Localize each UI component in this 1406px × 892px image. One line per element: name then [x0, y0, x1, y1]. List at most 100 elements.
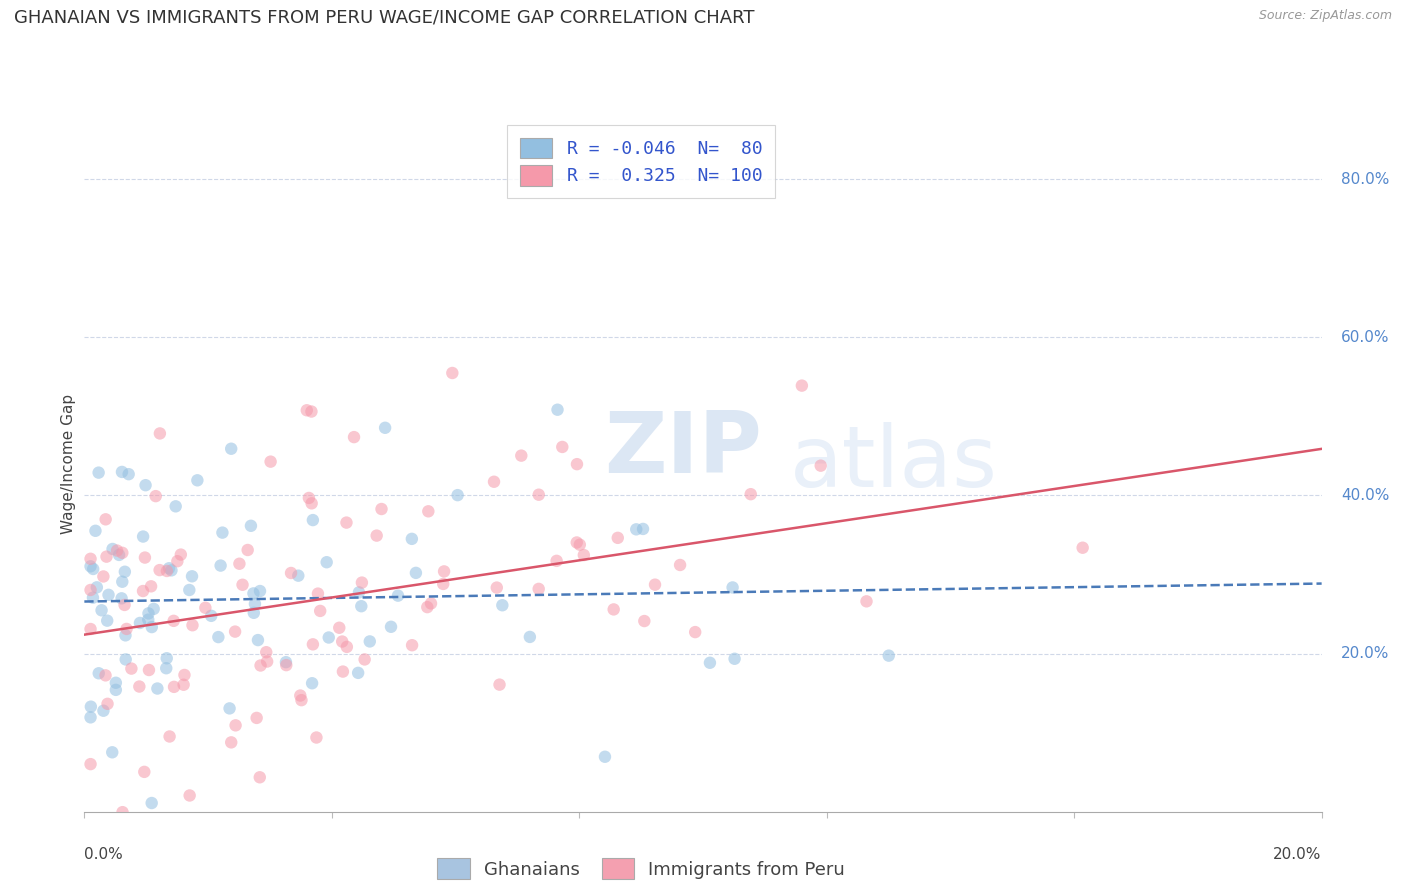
Ghanaians — [186, 473, 208, 487]
Immigrants from Peru — [225, 718, 247, 732]
Legend: Ghanaians, Immigrants from Peru: Ghanaians, Immigrants from Peru — [430, 851, 852, 886]
Immigrants from Peru — [132, 584, 155, 599]
Ghanaians — [118, 467, 141, 482]
Immigrants from Peru — [156, 564, 179, 578]
Immigrants from Peru — [228, 557, 250, 571]
Immigrants from Peru — [79, 551, 101, 566]
Ghanaians — [405, 566, 427, 580]
Immigrants from Peru — [433, 565, 456, 579]
Ghanaians — [401, 532, 423, 546]
Ghanaians — [165, 500, 187, 514]
Ghanaians — [207, 630, 229, 644]
Ghanaians — [87, 666, 110, 681]
Immigrants from Peru — [551, 440, 574, 454]
Immigrants from Peru — [416, 600, 439, 615]
Ghanaians — [141, 796, 163, 810]
Ghanaians — [141, 620, 163, 634]
Immigrants from Peru — [249, 658, 271, 673]
Ghanaians — [111, 574, 134, 589]
Ghanaians — [82, 562, 104, 576]
Immigrants from Peru — [111, 805, 134, 819]
Ghanaians — [246, 633, 269, 648]
Immigrants from Peru — [120, 662, 142, 676]
Immigrants from Peru — [96, 549, 118, 564]
Immigrants from Peru — [79, 622, 101, 636]
Immigrants from Peru — [790, 378, 813, 392]
Immigrants from Peru — [163, 680, 186, 694]
Ghanaians — [114, 652, 136, 666]
Immigrants from Peru — [510, 449, 533, 463]
Ghanaians — [547, 402, 569, 417]
Ghanaians — [108, 548, 131, 562]
Immigrants from Peru — [219, 735, 242, 749]
Immigrants from Peru — [138, 663, 160, 677]
Ghanaians — [387, 589, 409, 603]
Immigrants from Peru — [166, 554, 188, 568]
Text: 20.0%: 20.0% — [1274, 847, 1322, 863]
Ghanaians — [80, 699, 103, 714]
Ghanaians — [135, 478, 157, 492]
Ghanaians — [877, 648, 900, 663]
Ghanaians — [318, 631, 340, 645]
Immigrants from Peru — [565, 535, 588, 549]
Immigrants from Peru — [290, 693, 312, 707]
Text: atlas: atlas — [790, 422, 998, 506]
Immigrants from Peru — [336, 640, 359, 654]
Immigrants from Peru — [633, 614, 655, 628]
Ghanaians — [129, 615, 152, 630]
Ghanaians — [209, 558, 232, 573]
Ghanaians — [79, 559, 101, 574]
Text: 60.0%: 60.0% — [1341, 330, 1389, 345]
Ghanaians — [243, 597, 266, 611]
Immigrants from Peru — [128, 680, 150, 694]
Immigrants from Peru — [572, 548, 595, 562]
Immigrants from Peru — [332, 665, 354, 679]
Ghanaians — [136, 613, 159, 627]
Text: GHANAIAN VS IMMIGRANTS FROM PERU WAGE/INCOME GAP CORRELATION CHART: GHANAIAN VS IMMIGRANTS FROM PERU WAGE/IN… — [14, 9, 755, 27]
Text: 80.0%: 80.0% — [1341, 172, 1389, 186]
Immigrants from Peru — [105, 543, 128, 558]
Immigrants from Peru — [224, 624, 246, 639]
Immigrants from Peru — [194, 600, 217, 615]
Immigrants from Peru — [301, 496, 323, 510]
Ghanaians — [274, 655, 297, 669]
Immigrants from Peru — [149, 563, 172, 577]
Immigrants from Peru — [527, 488, 550, 502]
Immigrants from Peru — [298, 491, 321, 505]
Immigrants from Peru — [259, 455, 281, 469]
Immigrants from Peru — [1071, 541, 1094, 555]
Ghanaians — [249, 584, 271, 599]
Ghanaians — [179, 582, 201, 597]
Ghanaians — [146, 681, 169, 696]
Ghanaians — [631, 522, 654, 536]
Ghanaians — [721, 581, 744, 595]
Ghanaians — [82, 591, 104, 605]
Immigrants from Peru — [488, 678, 510, 692]
Ghanaians — [626, 522, 648, 536]
Ghanaians — [93, 704, 115, 718]
Text: 0.0%: 0.0% — [84, 847, 124, 863]
Immigrants from Peru — [170, 548, 193, 562]
Immigrants from Peru — [181, 618, 204, 632]
Ghanaians — [347, 665, 370, 680]
Immigrants from Peru — [669, 558, 692, 572]
Immigrants from Peru — [740, 487, 762, 501]
Immigrants from Peru — [94, 668, 117, 682]
Immigrants from Peru — [96, 697, 118, 711]
Immigrants from Peru — [301, 404, 323, 418]
Immigrants from Peru — [231, 578, 253, 592]
Ghanaians — [446, 488, 468, 502]
Ghanaians — [593, 749, 616, 764]
Immigrants from Peru — [309, 604, 332, 618]
Ghanaians — [302, 513, 325, 527]
Immigrants from Peru — [418, 504, 440, 518]
Immigrants from Peru — [93, 569, 115, 583]
Immigrants from Peru — [246, 711, 269, 725]
Immigrants from Peru — [565, 457, 588, 471]
Immigrants from Peru — [79, 582, 101, 597]
Immigrants from Peru — [139, 579, 162, 593]
Immigrants from Peru — [555, 847, 578, 862]
Immigrants from Peru — [94, 512, 117, 526]
Ghanaians — [111, 465, 134, 479]
Ghanaians — [160, 563, 183, 577]
